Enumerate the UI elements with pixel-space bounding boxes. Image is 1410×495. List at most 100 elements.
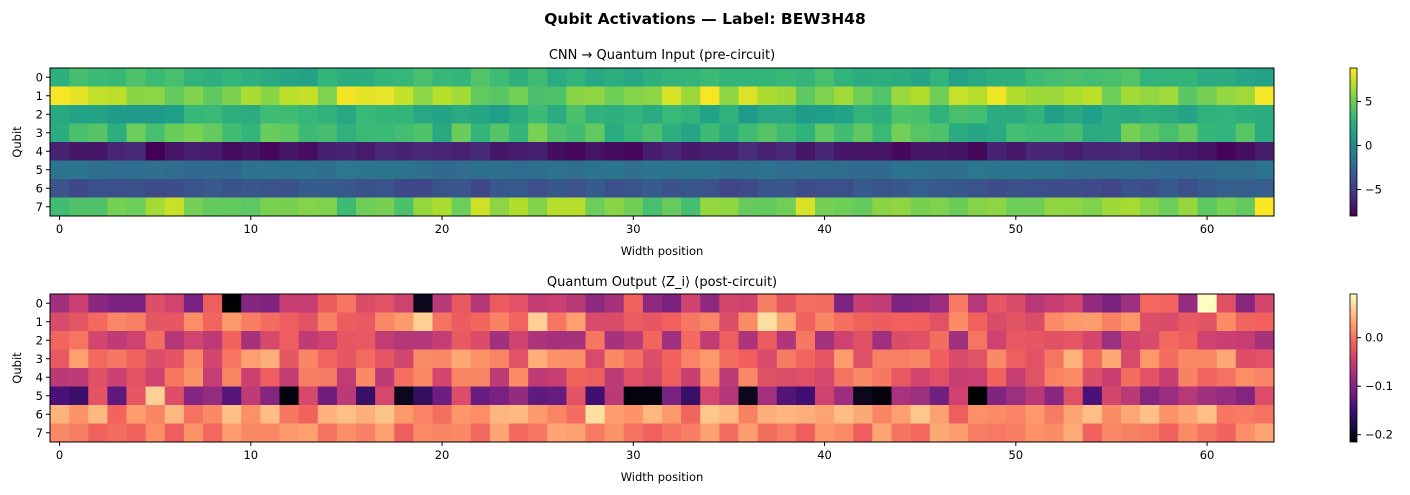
heatmap-cell	[69, 179, 89, 198]
heatmap-cell	[1254, 405, 1275, 424]
heatmap-cell	[1121, 423, 1141, 443]
heatmap-cell	[776, 405, 797, 424]
heatmap-cell	[662, 312, 682, 332]
heatmap-cell	[126, 405, 147, 424]
heatmap-cell	[413, 160, 434, 180]
heatmap-cell	[107, 368, 128, 387]
heatmap-cell	[1159, 405, 1179, 424]
heatmap-cell	[566, 86, 587, 106]
heatmap-cell	[470, 405, 491, 424]
heatmap-cell	[795, 142, 816, 161]
heatmap-cell	[1197, 349, 1218, 369]
heatmap-cell	[1159, 197, 1179, 217]
heatmap-cell	[164, 160, 185, 180]
heatmap-cell	[356, 86, 376, 106]
heatmap-cell	[987, 86, 1007, 106]
heatmap-cell	[1216, 294, 1237, 313]
heatmap-cell	[432, 179, 453, 198]
heatmap-cell	[183, 105, 204, 124]
heatmap-cell	[298, 368, 319, 387]
heatmap-cell	[719, 312, 740, 332]
heatmap-cell	[1235, 179, 1256, 198]
heatmap-cell	[164, 123, 185, 143]
heatmap-cell	[69, 105, 89, 124]
heatmap-cell	[203, 105, 223, 124]
heatmap-cell	[623, 197, 644, 217]
heatmap-cell	[891, 331, 912, 350]
heatmap-cell	[107, 423, 128, 443]
heatmap-cell	[681, 123, 701, 143]
heatmap-cell	[1121, 312, 1141, 332]
heatmap-cell	[872, 86, 893, 106]
heatmap-cell	[470, 68, 491, 87]
heatmap-cell	[241, 160, 261, 180]
y-tick-label: 5	[36, 163, 43, 177]
heatmap-cell	[394, 331, 414, 350]
heatmap-cell	[432, 423, 453, 443]
heatmap-cell	[700, 423, 720, 443]
heatmap-cell	[700, 123, 720, 143]
heatmap-cell	[1044, 386, 1065, 406]
heatmap-cell	[279, 368, 300, 387]
heatmap-cell	[929, 105, 950, 124]
heatmap-cell	[776, 179, 797, 198]
heatmap-cell	[489, 105, 510, 124]
heatmap-cell	[700, 68, 720, 87]
heatmap-cell	[222, 349, 242, 369]
heatmap-cell	[815, 423, 835, 443]
colorbar-tick-label: −5	[1365, 183, 1382, 197]
heatmap-cell	[88, 294, 108, 313]
y-tick-label: 4	[36, 144, 43, 158]
heatmap-cell	[1254, 197, 1275, 217]
heatmap-cell	[279, 142, 300, 161]
heatmap-cell	[1063, 86, 1084, 106]
heatmap-cell	[1044, 312, 1065, 332]
heatmap-cell	[164, 386, 185, 406]
heatmap-cell	[203, 86, 223, 106]
heatmap-cell	[815, 294, 835, 313]
heatmap-cell	[776, 197, 797, 217]
heatmap-cell	[279, 105, 300, 124]
heatmap-cell	[1216, 368, 1237, 387]
heatmap-cell	[69, 160, 89, 180]
heatmap-cell	[662, 405, 682, 424]
heatmap-cell	[757, 142, 778, 161]
heatmap-cell	[279, 86, 300, 106]
heatmap-cell	[681, 179, 701, 198]
heatmap-cell	[872, 197, 893, 217]
heatmap-cell	[69, 331, 89, 350]
heatmap-cell	[891, 386, 912, 406]
heatmap-cell	[203, 423, 223, 443]
heatmap-cell	[1254, 179, 1275, 198]
heatmap-cell	[604, 423, 625, 443]
heatmap-cell	[1044, 179, 1065, 198]
heatmap-cell	[145, 160, 166, 180]
heatmap-cell	[432, 142, 453, 161]
heatmap-cell	[1063, 179, 1084, 198]
heatmap-cell	[566, 160, 587, 180]
heatmap-cell	[604, 312, 625, 332]
heatmap-cell	[88, 197, 108, 217]
heatmap-cell	[336, 349, 357, 369]
colorbar-tick-label: −0.1	[1365, 379, 1393, 393]
heatmap-cell	[891, 86, 912, 106]
heatmap-cell	[336, 86, 357, 106]
x-tick-label: 30	[626, 222, 641, 236]
heatmap-cell	[298, 197, 319, 217]
heatmap-cell	[1082, 368, 1103, 387]
heatmap-cell	[432, 405, 453, 424]
heatmap-cell	[623, 68, 644, 87]
heatmap-cell	[145, 123, 166, 143]
heatmap-cell	[1254, 331, 1275, 350]
input-heatmap-xlabel: Width position	[621, 244, 704, 258]
heatmap-cell	[834, 197, 854, 217]
heatmap-cell	[795, 123, 816, 143]
heatmap-cell	[929, 312, 950, 332]
heatmap-cell	[432, 331, 453, 350]
heatmap-cell	[585, 423, 606, 443]
heatmap-cell	[910, 142, 931, 161]
heatmap-cell	[1235, 197, 1256, 217]
heatmap-cell	[738, 386, 759, 406]
heatmap-cell	[470, 160, 491, 180]
heatmap-cell	[88, 68, 108, 87]
